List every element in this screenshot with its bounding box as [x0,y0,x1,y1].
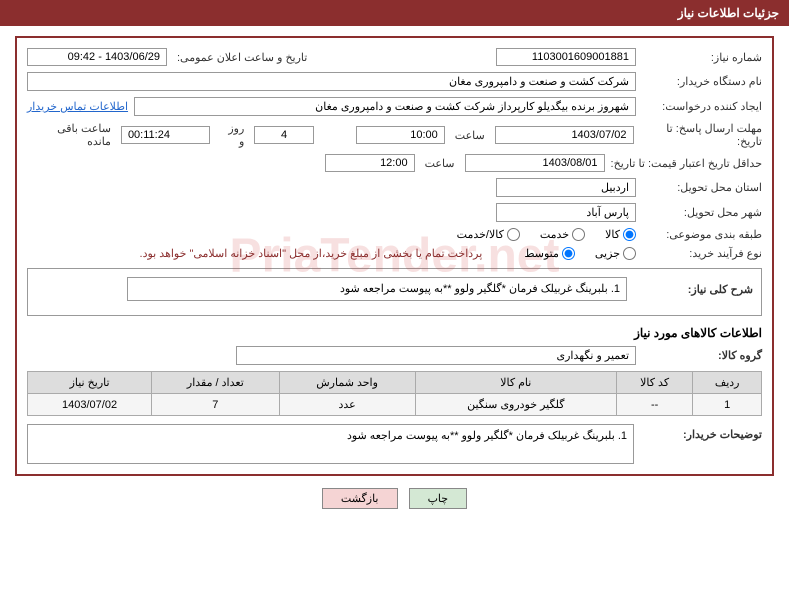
label-buyer-notes: توضیحات خریدار: [642,424,762,441]
print-button[interactable]: چاپ [409,488,468,509]
label-category: طبقه بندی موضوعی: [642,228,762,241]
link-buyer-contact[interactable]: اطلاعات تماس خریدار [27,100,128,113]
field-overall-desc: 1. بلبرینگ غربیلک فرمان *گلگیر ولوو **به… [127,277,627,301]
label-hour-2: ساعت [421,157,459,170]
table-header: تاریخ نیاز [28,372,152,394]
field-countdown: 00:11:24 [121,126,210,144]
field-goods-group: تعمیر و نگهداری [236,346,636,365]
field-days: 4 [254,126,314,144]
table-cell: 7 [152,394,279,416]
back-button[interactable]: بازگشت [322,488,398,509]
overall-desc-section: شرح کلی نیاز: 1. بلبرینگ غربیلک فرمان *گ… [27,268,762,316]
label-province: استان محل تحویل: [642,181,762,194]
table-cell: 1403/07/02 [28,394,152,416]
field-announce-date: 1403/06/29 - 09:42 [27,48,167,66]
field-valid-date: 1403/08/01 [465,154,605,172]
purchase-note: پرداخت تمام یا بخشی از مبلغ خرید،از محل … [140,247,483,260]
button-row: چاپ بازگشت [0,488,789,509]
label-goods-group: گروه کالا: [642,349,762,362]
table-header: واحد شمارش [279,372,415,394]
radio-ptype-متوسط[interactable]: متوسط [524,247,575,260]
table-cell: -- [616,394,692,416]
label-city: شهر محل تحویل: [642,206,762,219]
field-buyer-notes: 1. بلبرینگ غربیلک فرمان *گلگیر ولوو **به… [27,424,634,464]
table-header: تعداد / مقدار [152,372,279,394]
field-valid-time: 12:00 [325,154,415,172]
radio-category-خدمت[interactable]: خدمت [540,228,585,241]
label-remaining: ساعت باقی مانده [27,122,115,148]
table-header: نام کالا [415,372,616,394]
radio-category-کالا/خدمت[interactable]: کالا/خدمت [457,228,520,241]
goods-info-title: اطلاعات کالاهای مورد نیاز [27,326,762,340]
label-announce-date: تاریخ و ساعت اعلان عمومی: [173,51,311,64]
page-header: جزئیات اطلاعات نیاز [0,0,789,26]
field-province: اردبیل [496,178,636,197]
purchase-type-radio-group: جزیی متوسط [524,247,636,260]
label-overall-desc: شرح کلی نیاز: [633,283,753,296]
label-buyer-org: نام دستگاه خریدار: [642,75,762,88]
table-cell: عدد [279,394,415,416]
page-title: جزئیات اطلاعات نیاز [678,6,779,20]
label-send-deadline: مهلت ارسال پاسخ: تا تاریخ: [640,122,763,148]
table-header: کد کالا [616,372,692,394]
radio-ptype-جزیی[interactable]: جزیی [595,247,636,260]
table-cell: 1 [693,394,762,416]
form-container: PriaTender.net شماره نیاز: 1103001609001… [15,36,774,476]
table-cell: گلگیر خودروی سنگین [415,394,616,416]
goods-table: ردیفکد کالانام کالاواحد شمارشتعداد / مقد… [27,371,762,416]
category-radio-group: کالا خدمت کالا/خدمت [457,228,636,241]
label-need-no: شماره نیاز: [642,51,762,64]
field-send-date: 1403/07/02 [495,126,634,144]
field-city: پارس آباد [496,203,636,222]
field-need-no: 1103001609001881 [496,48,636,66]
label-valid-deadline: حداقل تاریخ اعتبار قیمت: تا تاریخ: [611,157,762,170]
radio-category-کالا[interactable]: کالا [605,228,636,241]
field-buyer-org: شرکت کشت و صنعت و دامپروری مغان [27,72,636,91]
table-row: 1--گلگیر خودروی سنگینعدد71403/07/02 [28,394,762,416]
label-day-and: روز و [216,122,248,148]
label-purchase-type: نوع فرآیند خرید: [642,247,762,260]
field-send-time: 10:00 [356,126,445,144]
label-requester: ایجاد کننده درخواست: [642,100,762,113]
table-header: ردیف [693,372,762,394]
label-hour-1: ساعت [451,129,489,142]
field-requester: شهروز برنده بیگدیلو کارپرداز شرکت کشت و … [134,97,636,116]
